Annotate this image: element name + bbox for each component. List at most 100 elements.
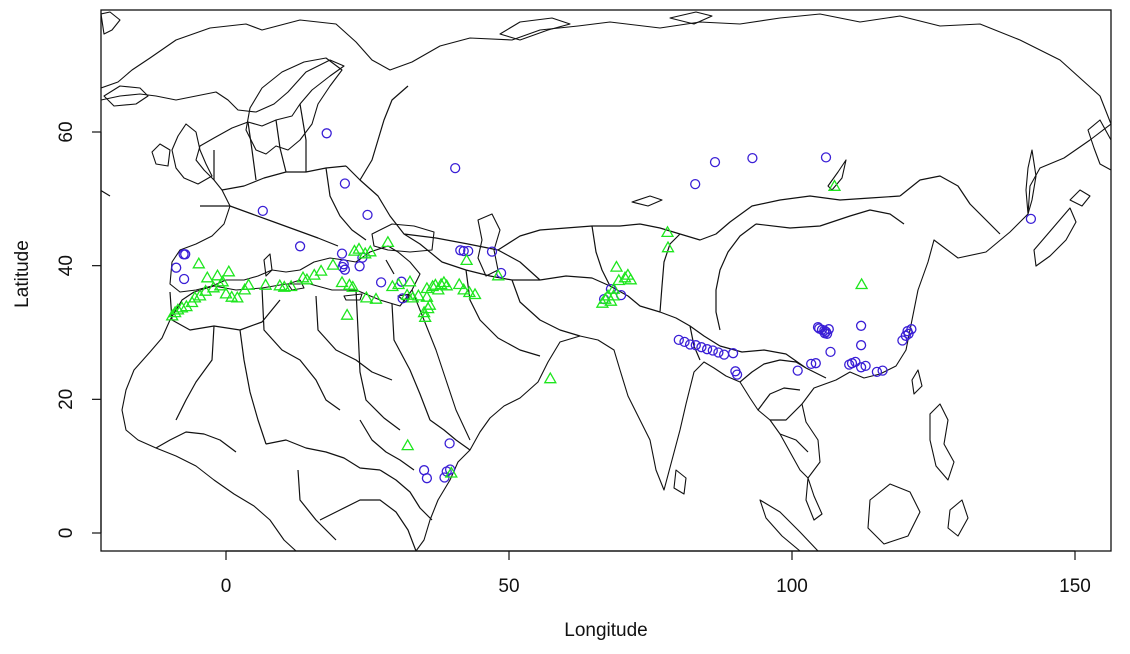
circle-point <box>855 362 867 373</box>
triangle-point <box>624 272 638 285</box>
coastline-eurasia-africa <box>101 13 1111 551</box>
coast-kamchatka <box>1087 119 1111 171</box>
circle-point <box>337 261 348 273</box>
triangle-point <box>660 225 675 238</box>
circle-point <box>855 320 867 331</box>
triangle-point <box>827 179 842 191</box>
triangle-point <box>457 282 471 295</box>
y-tick-label: 40 <box>56 255 77 276</box>
triangle-point <box>468 287 482 300</box>
triangle-point <box>434 277 448 290</box>
circle-point <box>486 246 498 257</box>
triangle-point <box>215 274 230 287</box>
triangle-point <box>421 301 435 314</box>
circle-point <box>684 339 696 350</box>
circle-point <box>812 322 824 333</box>
coast-red-sea <box>411 289 471 441</box>
lake-balkhash <box>631 195 663 207</box>
y-axis-label: Latitude <box>12 240 33 308</box>
triangle-point <box>340 308 354 320</box>
circle-point <box>819 328 830 339</box>
triangle-point <box>420 290 434 302</box>
circle-point <box>820 152 832 163</box>
triangle-point <box>230 290 244 303</box>
triangle-point <box>171 302 185 315</box>
triangle-point <box>411 288 426 301</box>
x-tick-label: 0 <box>221 576 232 597</box>
circle-point <box>731 369 743 380</box>
triangle-point <box>618 270 632 283</box>
triangle-point <box>400 288 414 300</box>
triangle-point <box>607 282 621 294</box>
coast-britain <box>171 123 213 185</box>
coast-sumatra <box>759 499 819 551</box>
triangle-point <box>165 308 179 321</box>
y-tick-label: 20 <box>56 389 77 410</box>
circle-point <box>463 245 474 257</box>
triangle-point <box>444 466 458 478</box>
triangle-point <box>459 253 474 266</box>
circle-point <box>707 345 718 356</box>
circle-point <box>397 293 408 304</box>
triangle-point <box>347 244 362 256</box>
triangle-point <box>241 278 256 290</box>
triangle-point <box>391 277 406 290</box>
coast-greenland <box>101 11 121 35</box>
triangle-point <box>452 277 466 290</box>
triangle-point <box>342 278 357 290</box>
basemap <box>101 11 1111 551</box>
circle-point <box>321 128 332 139</box>
x-tick-label: 150 <box>1059 576 1091 597</box>
triangle-point <box>425 279 440 292</box>
coast-severnaya <box>669 11 713 25</box>
triangle-point <box>854 277 869 290</box>
triangle-point <box>661 240 675 253</box>
circle-point <box>820 326 832 337</box>
circle-point <box>444 438 455 449</box>
triangle-point <box>352 242 366 254</box>
triangle-point <box>219 286 233 299</box>
coast-hokkaido <box>1069 189 1091 207</box>
circle-point <box>792 365 803 376</box>
coast-taiwan <box>911 369 923 395</box>
triangle-point <box>335 275 349 288</box>
coast-caspian <box>477 213 501 277</box>
circle-point <box>178 273 190 285</box>
triangle-point <box>462 285 477 298</box>
triangle-point <box>326 258 340 270</box>
circle-point <box>825 346 836 358</box>
triangle-point <box>188 290 202 303</box>
triangle-point <box>222 264 236 277</box>
coast-novaya-zemlya <box>499 17 571 41</box>
triangle-point <box>284 279 298 292</box>
country-borders <box>101 85 1001 551</box>
coast-srilanka <box>673 469 687 495</box>
circle-point <box>806 358 817 370</box>
triangle-point <box>607 288 621 301</box>
circle-point <box>877 365 888 376</box>
circle-point <box>690 178 701 190</box>
circle-point <box>871 366 883 378</box>
triangle-point <box>543 371 557 384</box>
triangle-point <box>200 270 214 283</box>
triangle-point <box>359 290 374 303</box>
circle-point <box>727 348 739 359</box>
coast-borneo <box>867 483 921 545</box>
circle-point <box>180 249 191 260</box>
circle-point <box>701 344 713 355</box>
circle-point <box>339 264 351 275</box>
circle-point <box>713 347 724 358</box>
circle-point <box>718 349 730 360</box>
circle-point <box>339 178 351 189</box>
coast-japan <box>1033 207 1077 267</box>
coast-philippines <box>929 403 955 481</box>
circle-point <box>903 328 914 339</box>
circle-point <box>900 330 911 341</box>
circle-point <box>673 334 684 346</box>
lake-baikal <box>827 159 847 191</box>
circle-point <box>294 241 306 252</box>
coast-scandinavia <box>245 57 343 155</box>
triangle-point <box>258 278 273 290</box>
triangle-point <box>314 264 328 276</box>
